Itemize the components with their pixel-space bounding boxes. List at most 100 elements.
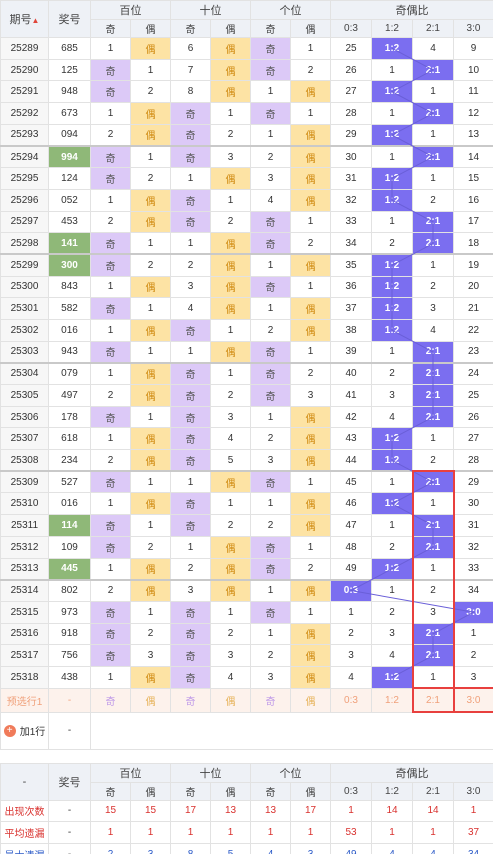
preselect-cell[interactable]: 3:0: [453, 687, 493, 713]
miss-count: 4: [210, 665, 251, 689]
miss-count: 1: [412, 123, 454, 147]
miss-count: 1: [290, 340, 331, 364]
miss-count: 46: [330, 492, 372, 516]
preselect-cell[interactable]: 奇: [170, 687, 211, 713]
odd-mark: 奇: [90, 144, 131, 169]
ratio-hit: 3:0: [453, 600, 493, 624]
miss-count: 3: [170, 275, 211, 299]
miss-count: 1: [90, 275, 131, 299]
sub-header: 奇: [250, 19, 291, 38]
even-mark: 偶: [210, 470, 251, 494]
miss-count: 3: [210, 644, 251, 667]
miss-count: 34: [330, 232, 372, 255]
stats-label: 出现次数: [0, 799, 49, 823]
odd-mark: 奇: [170, 384, 211, 407]
preselect-cell[interactable]: 偶: [130, 687, 171, 713]
miss-count: 10: [453, 58, 493, 82]
ratio-hit: 1:2: [371, 37, 413, 60]
even-mark: 偶: [210, 557, 251, 581]
odd-mark: 奇: [90, 405, 131, 429]
miss-count: 1: [412, 80, 454, 104]
miss-count: 2: [290, 361, 331, 385]
sort-period-header[interactable]: 期号▲: [0, 0, 49, 38]
period-cell: 25316: [0, 622, 49, 646]
sub-header: 1:2: [371, 19, 413, 38]
odd-mark: 奇: [250, 361, 291, 385]
add-row-button[interactable]: + 加1行: [3, 723, 45, 738]
sub-header: 偶: [130, 19, 171, 38]
preselect-cell[interactable]: 偶: [210, 687, 251, 713]
miss-count: 1: [130, 144, 171, 169]
miss-count: 2: [371, 232, 413, 255]
award-cell: 300: [48, 253, 91, 277]
odd-mark: 奇: [170, 600, 211, 624]
sub-header: 2:1: [412, 19, 454, 38]
miss-count: 2: [250, 644, 291, 667]
stats-value: 4: [250, 842, 291, 854]
miss-count: 45: [330, 470, 372, 494]
even-mark: 偶: [210, 275, 251, 299]
stats-value: 1: [453, 799, 493, 823]
miss-count: 39: [330, 340, 372, 364]
even-mark: 偶: [290, 144, 331, 169]
table-row: 25290 125 奇 1 7 偶奇 2 26 1 2:1 10: [0, 58, 493, 82]
table-row: 25292 673 1 偶奇 1 奇 1 28 1 2:1 12: [0, 102, 493, 125]
miss-count: 38: [330, 318, 372, 342]
even-mark: 偶: [210, 340, 251, 364]
preselect-cell[interactable]: 偶: [290, 687, 331, 713]
miss-count: 1: [170, 470, 211, 494]
odd-mark: 奇: [90, 58, 131, 82]
stats-value: 15: [130, 799, 171, 823]
miss-count: 1: [210, 361, 251, 385]
award-cell: 618: [48, 427, 91, 451]
miss-count: 16: [453, 188, 493, 212]
preselect-cell[interactable]: 1:2: [371, 687, 413, 713]
even-mark: 偶: [130, 188, 171, 212]
period-cell: 25305: [0, 384, 49, 407]
preselect-cell[interactable]: 2:1: [412, 687, 454, 713]
odd-mark: 奇: [250, 340, 291, 364]
stats-value: 14: [371, 799, 413, 823]
odd-mark: 奇: [170, 514, 211, 537]
miss-count: 25: [330, 37, 372, 60]
miss-count: 2: [412, 449, 454, 472]
miss-count: 1: [412, 557, 454, 581]
miss-count: 29: [453, 470, 493, 494]
even-mark: 偶: [130, 449, 171, 472]
preselect-cell[interactable]: 奇: [250, 687, 291, 713]
stats-value: 5: [210, 842, 251, 854]
sub-header: 奇: [90, 781, 131, 801]
miss-count: 2: [412, 275, 454, 299]
miss-count: 1: [371, 340, 413, 364]
award-cell: 178: [48, 405, 91, 429]
preselect-cell[interactable]: 0:3: [330, 687, 372, 713]
table-row: 25294 994 奇 1 奇 3 2 偶 30 1 2:1 14: [0, 144, 493, 169]
miss-count: 1: [290, 102, 331, 125]
hundreds-header: 百位: [90, 0, 171, 20]
award-cell: 114: [48, 514, 91, 537]
miss-count: 30: [453, 492, 493, 516]
table-row: 25289 685 1 偶 6 偶奇 1 25 1:2 4 9: [0, 37, 493, 60]
miss-count: 2: [290, 232, 331, 255]
odd-mark: 奇: [250, 535, 291, 559]
miss-count: 2: [371, 361, 413, 385]
miss-count: 27: [330, 80, 372, 104]
stats-value: 15: [90, 799, 131, 823]
miss-count: 7: [170, 58, 211, 82]
even-mark: 偶: [130, 557, 171, 581]
miss-count: 1: [130, 405, 171, 429]
miss-count: 33: [453, 557, 493, 581]
ratio-hit: 1:2: [371, 427, 413, 451]
miss-count: 1: [371, 470, 413, 494]
miss-count: 2: [90, 449, 131, 472]
add-row-award: -: [48, 711, 91, 750]
miss-count: 1: [90, 318, 131, 342]
miss-count: 1: [290, 210, 331, 234]
table-row: 25310 016 1 偶奇 1 1 偶 46 1:2 1 30: [0, 492, 493, 516]
award-cell: 582: [48, 297, 91, 320]
even-mark: 偶: [130, 275, 171, 299]
award-cell: 756: [48, 644, 91, 667]
preselect-cell[interactable]: 奇: [90, 687, 131, 713]
award-cell: 943: [48, 340, 91, 364]
tens-header: 十位: [170, 762, 251, 783]
